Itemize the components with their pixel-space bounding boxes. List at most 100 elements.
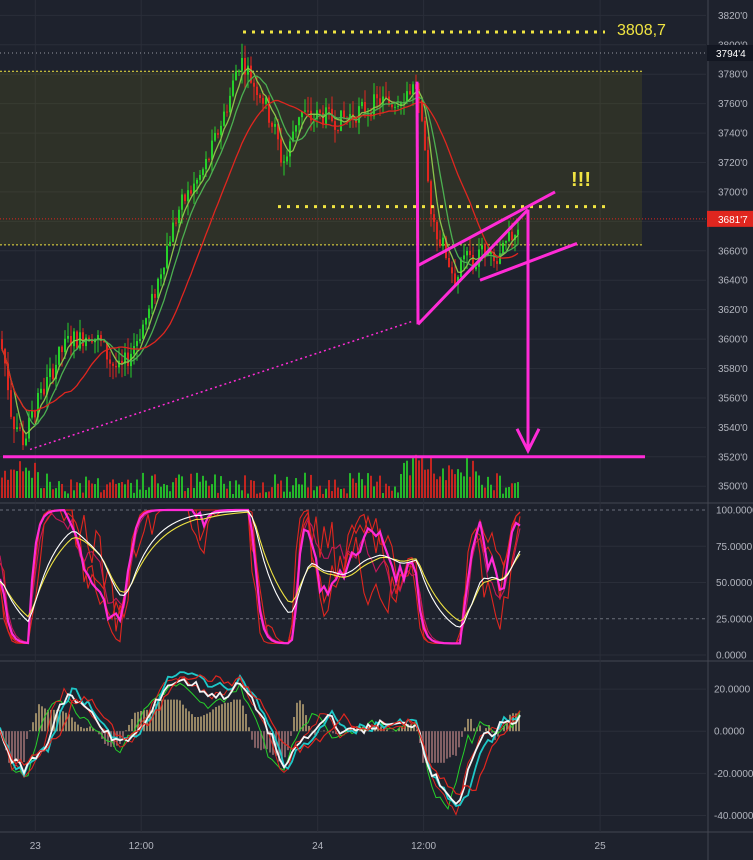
candle-body — [217, 132, 219, 135]
candle-body — [400, 102, 402, 106]
candle-body — [34, 410, 36, 418]
candle-body — [244, 57, 246, 75]
volume-bar — [172, 482, 174, 498]
zone-rect — [0, 71, 642, 245]
mom-tick-label: -20.0000 — [714, 769, 753, 780]
volume-bar — [181, 476, 183, 498]
volume-bar — [385, 483, 387, 498]
candle-body — [40, 388, 42, 393]
volume-bars — [1, 454, 519, 498]
candle-body — [139, 338, 141, 342]
candle-body — [226, 111, 228, 113]
volume-bar — [445, 480, 447, 498]
volume-bar — [388, 486, 390, 498]
volume-bar — [175, 477, 177, 498]
volume-bar — [397, 492, 399, 498]
volume-bar — [133, 492, 135, 498]
candle-body — [151, 293, 153, 309]
volume-bar — [199, 481, 201, 498]
consolidation-zone — [0, 52, 706, 246]
candle-body — [112, 363, 114, 366]
candle-body — [418, 88, 420, 101]
candle-body — [358, 106, 360, 123]
osc-tick-label: 50.0000 — [716, 578, 753, 589]
candle-body — [208, 158, 210, 160]
volume-bar — [367, 473, 369, 498]
candle-body — [310, 110, 312, 121]
candle-body — [499, 253, 501, 264]
candle-body — [343, 110, 345, 118]
candle-body — [256, 86, 258, 96]
volume-bar — [490, 484, 492, 498]
volume-bar — [250, 480, 252, 498]
volume-bar — [478, 475, 480, 498]
volume-bar — [10, 469, 12, 498]
volume-bar — [157, 483, 159, 498]
volume-bar — [73, 490, 75, 498]
candle-body — [307, 110, 309, 112]
candle-body — [70, 335, 72, 347]
volume-bar — [7, 479, 9, 498]
candle-body — [349, 114, 351, 118]
time-tick-label: 24 — [312, 841, 324, 852]
candle-body — [268, 97, 270, 123]
volume-bar — [106, 484, 108, 498]
candle-body — [367, 112, 369, 114]
candle-body — [223, 111, 225, 126]
volume-bar — [211, 484, 213, 498]
mom-tick-label: 0.0000 — [714, 727, 745, 738]
volume-bar — [4, 470, 6, 498]
candle-body — [409, 91, 411, 95]
momentum-line — [0, 678, 521, 805]
current-price-label: 3681'7 — [718, 215, 748, 226]
volume-bar — [346, 493, 348, 498]
volume-bar — [259, 492, 261, 498]
candle-body — [406, 91, 408, 103]
volume-bar — [58, 481, 60, 498]
candle-body — [202, 169, 204, 175]
volume-bar — [460, 472, 462, 498]
candle-body — [184, 194, 186, 202]
volume-bar — [349, 473, 351, 498]
volume-bar — [415, 454, 417, 498]
candle-body — [46, 376, 48, 395]
top-price-tag — [707, 45, 753, 62]
volume-bar — [94, 484, 96, 498]
price-tick-label: 3780'0 — [718, 70, 748, 81]
momentum-line — [0, 671, 521, 808]
candle-body — [235, 71, 237, 81]
volume-bar — [361, 479, 363, 498]
candle-body — [106, 341, 108, 360]
volume-bar — [268, 491, 270, 498]
volume-bar — [301, 484, 303, 498]
oscillator-line — [0, 511, 521, 622]
volume-bar — [238, 484, 240, 498]
support-trend-line — [29, 320, 413, 451]
volume-bar — [100, 492, 102, 498]
volume-bar — [502, 493, 504, 498]
candle-body — [169, 241, 171, 247]
osc-tick-label: 0.0000 — [716, 651, 747, 662]
candle-body — [142, 324, 144, 339]
volume-bar — [151, 475, 153, 498]
flagpole-line — [415, 81, 420, 325]
volume-bar — [322, 493, 324, 498]
volume-bar — [226, 488, 228, 498]
volume-bar — [136, 479, 138, 498]
candle-body — [439, 239, 441, 247]
volume-bar — [514, 483, 516, 498]
candle-body — [145, 318, 147, 325]
candle-body — [277, 124, 279, 140]
price-tick-label: 3820'0 — [718, 11, 748, 22]
volume-bar — [214, 474, 216, 498]
candle-body — [85, 337, 87, 347]
volume-bar — [376, 481, 378, 498]
price-tick-label: 3500'0 — [718, 482, 748, 493]
volume-bar — [430, 456, 432, 498]
candle-body — [385, 96, 387, 98]
volume-bar — [334, 479, 336, 498]
volume-bar — [448, 465, 450, 498]
volume-bar — [67, 493, 69, 498]
volume-bar — [421, 455, 423, 498]
